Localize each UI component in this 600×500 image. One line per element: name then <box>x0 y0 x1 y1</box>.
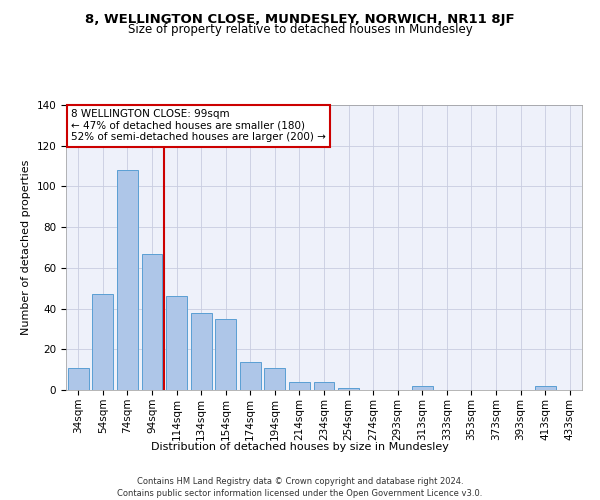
Bar <box>68 368 89 390</box>
Text: Contains HM Land Registry data © Crown copyright and database right 2024.: Contains HM Land Registry data © Crown c… <box>137 478 463 486</box>
Y-axis label: Number of detached properties: Number of detached properties <box>21 160 31 335</box>
Bar <box>166 296 187 390</box>
Bar <box>535 386 556 390</box>
Bar <box>289 382 310 390</box>
Bar <box>142 254 163 390</box>
Text: Contains public sector information licensed under the Open Government Licence v3: Contains public sector information licen… <box>118 489 482 498</box>
Text: Distribution of detached houses by size in Mundesley: Distribution of detached houses by size … <box>151 442 449 452</box>
Text: Size of property relative to detached houses in Mundesley: Size of property relative to detached ho… <box>128 22 472 36</box>
Bar <box>314 382 334 390</box>
Bar <box>191 312 212 390</box>
Bar <box>215 319 236 390</box>
Text: 8, WELLINGTON CLOSE, MUNDESLEY, NORWICH, NR11 8JF: 8, WELLINGTON CLOSE, MUNDESLEY, NORWICH,… <box>85 12 515 26</box>
Bar <box>117 170 138 390</box>
Bar <box>240 362 261 390</box>
Bar <box>265 368 286 390</box>
Bar <box>338 388 359 390</box>
Bar <box>92 294 113 390</box>
Bar <box>412 386 433 390</box>
Text: 8 WELLINGTON CLOSE: 99sqm
← 47% of detached houses are smaller (180)
52% of semi: 8 WELLINGTON CLOSE: 99sqm ← 47% of detac… <box>71 110 326 142</box>
